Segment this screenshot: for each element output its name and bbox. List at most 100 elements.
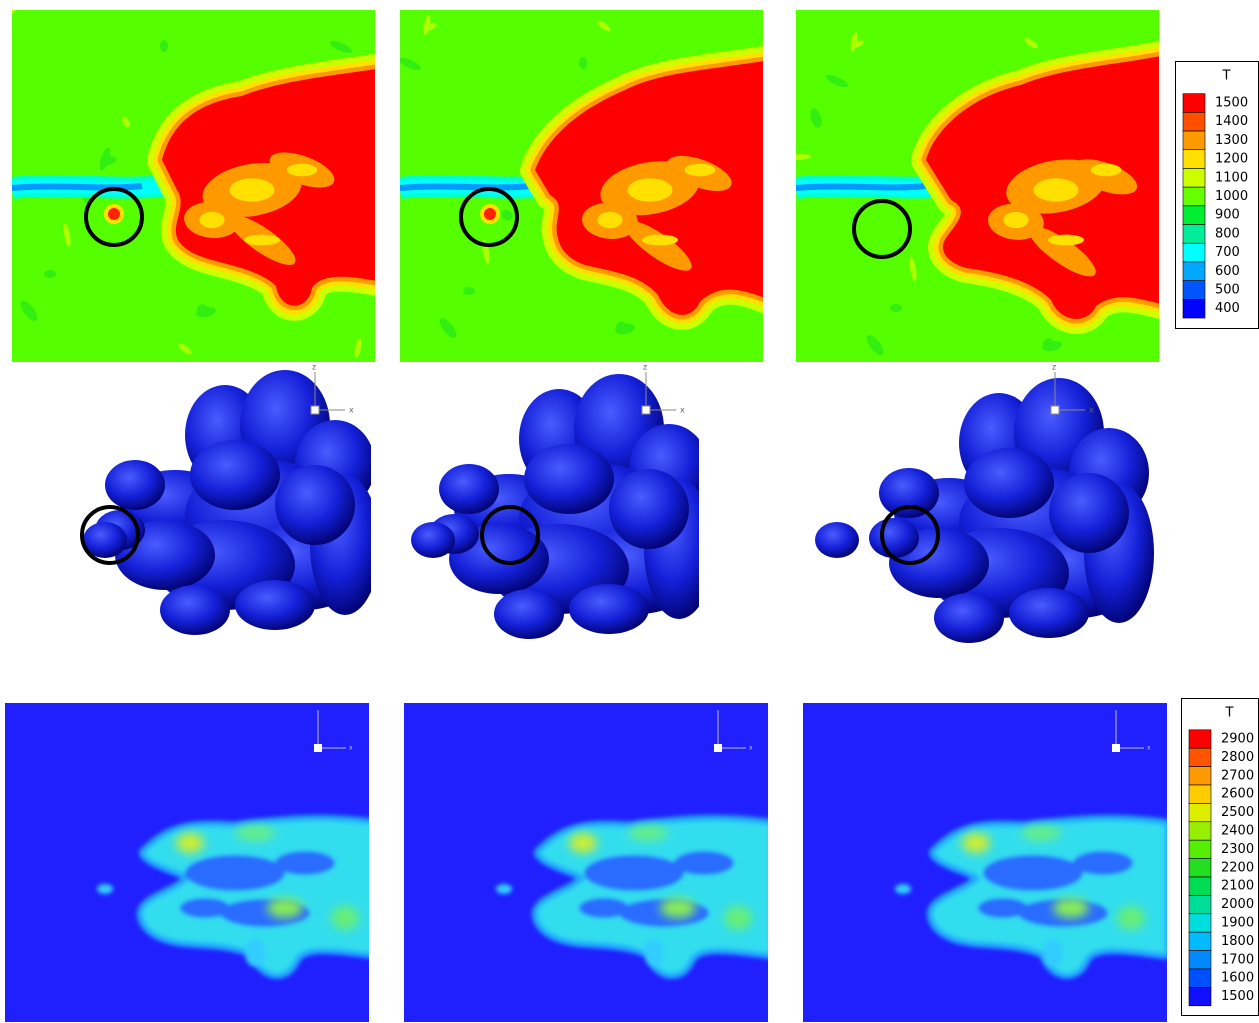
hot-spot — [724, 906, 752, 930]
isosurface-panel-content: zx — [82, 363, 380, 636]
cool-patch — [1073, 851, 1133, 875]
iso-lobe — [275, 465, 355, 545]
legend-label: 400 — [1215, 301, 1240, 316]
iso-lobe — [1009, 588, 1089, 638]
warm-patch-inner — [1091, 164, 1122, 177]
warm-patch-inner — [244, 235, 280, 246]
legend-label: 1300 — [1215, 133, 1248, 148]
isosurface-panel: zx — [82, 363, 380, 636]
legend-label: 900 — [1215, 208, 1240, 223]
figure: zxzxzxxxxT150014001300120011001000900800… — [0, 0, 1259, 1023]
hot-spot — [962, 833, 990, 853]
iso-lobe — [235, 580, 315, 630]
triad-box — [642, 406, 650, 414]
iso-lobe — [439, 464, 499, 514]
triad-label: x — [680, 406, 685, 415]
jet-core — [796, 186, 926, 188]
legend-swatch — [1183, 168, 1205, 187]
legend-swatch — [1189, 932, 1211, 950]
legend-label: 2100 — [1221, 879, 1254, 894]
small-blob — [245, 939, 265, 967]
iso-lobe — [569, 584, 649, 634]
legend-swatch — [1183, 299, 1205, 318]
legend-label: 2000 — [1221, 897, 1254, 912]
legend-swatch — [1183, 187, 1205, 206]
legend-label: 2200 — [1221, 860, 1254, 875]
iso-lobe — [494, 589, 564, 639]
legend-label: 1000 — [1215, 189, 1248, 204]
legend-swatch — [1189, 803, 1211, 821]
field-panel-content: x — [404, 703, 770, 1022]
contour-panel — [787, 10, 1166, 362]
legend-swatch — [1189, 748, 1211, 766]
field-panel-content: x — [5, 703, 375, 1022]
cool-patch — [584, 855, 684, 891]
triad-label: z — [643, 363, 647, 372]
small-blob — [97, 884, 113, 894]
triad-label: x — [349, 745, 353, 752]
iso-lobe — [815, 522, 859, 558]
legend-label: 1500 — [1215, 96, 1248, 111]
warm-patch-inner — [1048, 235, 1084, 246]
hot-spot — [1117, 906, 1145, 930]
legend: T290028002700260025002400230022002100200… — [1182, 699, 1259, 1016]
isosurface-panel: zx — [815, 363, 1154, 644]
legend-swatch — [1189, 877, 1211, 895]
legend-swatch — [1183, 206, 1205, 225]
legend-label: 500 — [1215, 283, 1240, 298]
legend-label: 600 — [1215, 264, 1240, 279]
isosurface-panel-content: zx — [411, 363, 714, 640]
legend-swatch — [1183, 131, 1205, 150]
small-blob — [1043, 939, 1063, 967]
legend-swatch — [1189, 840, 1211, 858]
legend-title: T — [1225, 706, 1234, 721]
legend-label: 2500 — [1221, 805, 1254, 820]
legend-label: 2900 — [1221, 732, 1254, 747]
contour-panel — [5, 5, 382, 362]
iso-lobe — [411, 522, 455, 558]
legend-label: 700 — [1215, 245, 1240, 260]
small-blob — [496, 884, 512, 894]
legend-swatch — [1183, 150, 1205, 169]
triad-label: z — [1052, 363, 1056, 372]
triad-label: x — [349, 406, 354, 415]
small-blob — [895, 884, 911, 894]
contour-panel-content — [5, 5, 382, 362]
isosurface-panel: zx — [411, 363, 714, 640]
iso-lobe — [160, 585, 230, 635]
iso-lobe — [869, 518, 919, 558]
hot-spot — [176, 833, 204, 853]
legend-swatch — [1189, 969, 1211, 987]
hot-spot — [484, 208, 496, 220]
cool-patch — [978, 898, 1028, 918]
legend-label: 1100 — [1215, 170, 1248, 185]
warm-patch-inner — [1003, 212, 1028, 228]
legend-label: 800 — [1215, 226, 1240, 241]
legend-label: 2400 — [1221, 824, 1254, 839]
triad-label: x — [749, 745, 753, 752]
triad-label: z — [312, 363, 316, 372]
warm-patch-inner — [597, 212, 622, 228]
cool-patch — [185, 855, 285, 891]
legend-swatch — [1183, 281, 1205, 300]
warm-patch-inner — [199, 212, 224, 228]
legend-swatch — [1183, 262, 1205, 281]
legend-swatch — [1183, 112, 1205, 131]
warm-patch-inner — [1034, 178, 1079, 201]
hot-spot — [331, 906, 359, 930]
legend-swatch — [1183, 225, 1205, 244]
legend-label: 1500 — [1221, 989, 1254, 1004]
jet-core — [12, 186, 142, 188]
hot-spot — [108, 208, 120, 220]
hot-spot — [1021, 825, 1061, 841]
legend-swatch — [1189, 822, 1211, 840]
cool-patch — [275, 851, 335, 875]
triad-label: x — [1147, 745, 1151, 752]
hot-spot — [235, 825, 275, 841]
hot-spot — [267, 898, 303, 918]
field-panel: x — [404, 703, 770, 1022]
cool-patch — [983, 855, 1083, 891]
iso-lobe — [879, 468, 939, 518]
legend-label: 2800 — [1221, 750, 1254, 765]
legend-label: 2700 — [1221, 768, 1254, 783]
